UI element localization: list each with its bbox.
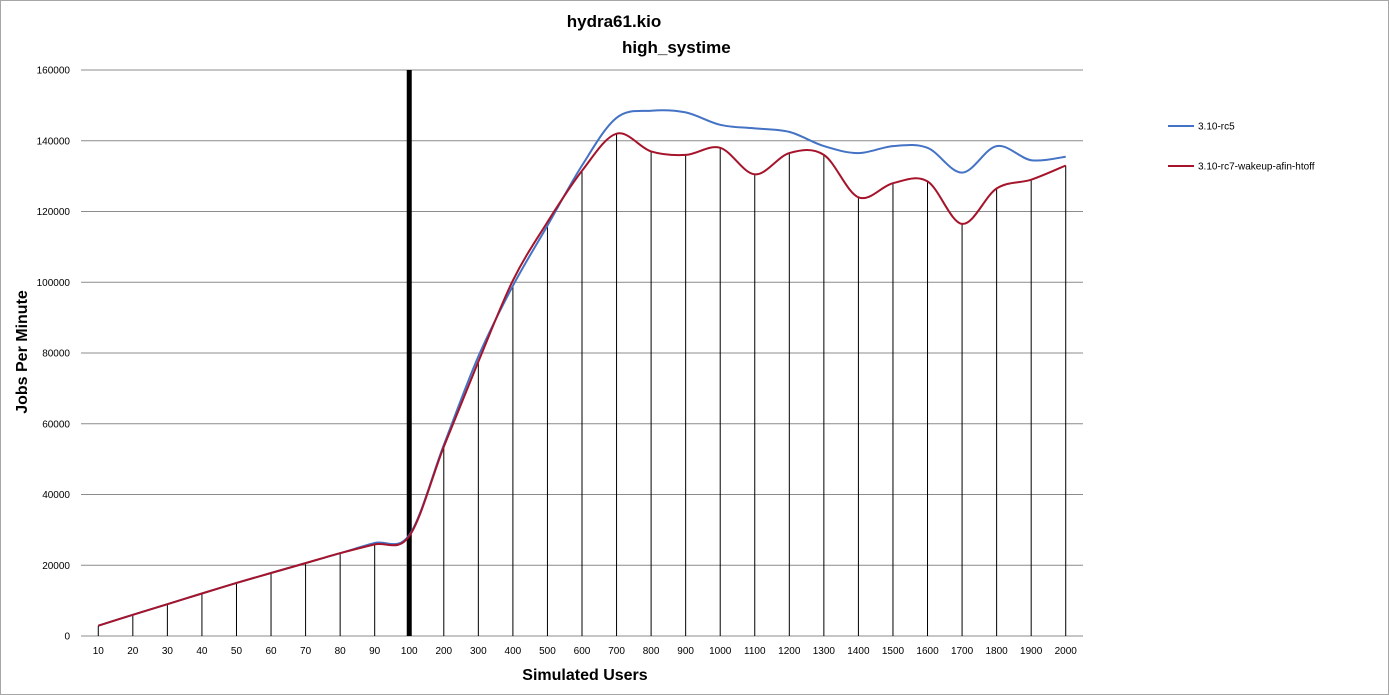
series-lines bbox=[97, 109, 1067, 627]
x-tick-label: 200 bbox=[435, 646, 452, 657]
legend: 3.10-rc5 3.10-rc7-wakeup-afin-htoff bbox=[1168, 122, 1315, 173]
x-tick-label: 400 bbox=[505, 646, 522, 657]
y-tick-label: 100000 bbox=[37, 278, 71, 289]
x-tick-label: 100 bbox=[401, 646, 418, 657]
x-axis-title: Simulated Users bbox=[522, 667, 647, 684]
y-tick-label: 160000 bbox=[37, 66, 71, 77]
x-tick-label: 1600 bbox=[916, 646, 939, 657]
x-tick-label: 900 bbox=[677, 646, 694, 657]
x-tick-label: 300 bbox=[470, 646, 487, 657]
x-tick-label: 90 bbox=[369, 646, 381, 657]
chart-title: hydra61.kio bbox=[566, 12, 662, 31]
x-tick-label: 30 bbox=[162, 646, 174, 657]
x-tick-label: 70 bbox=[300, 646, 312, 657]
y-tick-label: 40000 bbox=[42, 490, 70, 501]
series-line-2 bbox=[97, 132, 1067, 627]
x-tick-label: 2000 bbox=[1055, 646, 1078, 657]
category-drop-lines bbox=[97, 133, 1067, 636]
x-tick-label: 80 bbox=[335, 646, 347, 657]
x-tick-label: 1200 bbox=[778, 646, 801, 657]
y-tick-label: 20000 bbox=[42, 561, 70, 572]
chart-subtitle: high_systime bbox=[622, 38, 731, 57]
x-tick-label: 1800 bbox=[985, 646, 1008, 657]
x-tick-label: 1400 bbox=[847, 646, 870, 657]
legend-label: 3.10-rc7-wakeup-afin-htoff bbox=[1198, 162, 1315, 173]
y-tick-label: 0 bbox=[64, 632, 70, 643]
y-axis-ticks: 0 20000 40000 60000 80000 100000 120000 140000 1… bbox=[37, 66, 71, 643]
y-tick-label: 140000 bbox=[37, 136, 71, 147]
y-tick-label: 60000 bbox=[42, 419, 70, 430]
x-tick-label: 1700 bbox=[951, 646, 974, 657]
x-tick-label: 1000 bbox=[709, 646, 732, 657]
y-tick-label: 120000 bbox=[37, 207, 71, 218]
x-tick-label: 20 bbox=[127, 646, 139, 657]
x-tick-label: 40 bbox=[196, 646, 208, 657]
x-tick-label: 600 bbox=[574, 646, 591, 657]
legend-label: 3.10-rc5 bbox=[1198, 122, 1235, 133]
x-tick-label: 700 bbox=[608, 646, 625, 657]
x-tick-label: 800 bbox=[643, 646, 660, 657]
y-tick-label: 80000 bbox=[42, 349, 70, 360]
x-tick-label: 1100 bbox=[744, 646, 766, 657]
x-tick-label: 50 bbox=[231, 646, 243, 657]
x-tick-label: 10 bbox=[93, 646, 105, 657]
x-tick-label: 500 bbox=[539, 646, 556, 657]
y-axis-title: Jobs Per Minute bbox=[14, 290, 31, 414]
x-tick-label: 1900 bbox=[1020, 646, 1043, 657]
x-axis-ticks: 10 20 30 40 50 60 70 80 90 100 200 300 400 500 600 700 8… bbox=[93, 646, 1078, 657]
x-tick-label: 60 bbox=[265, 646, 277, 657]
x-tick-label: 1300 bbox=[813, 646, 836, 657]
x-tick-label: 1500 bbox=[882, 646, 905, 657]
